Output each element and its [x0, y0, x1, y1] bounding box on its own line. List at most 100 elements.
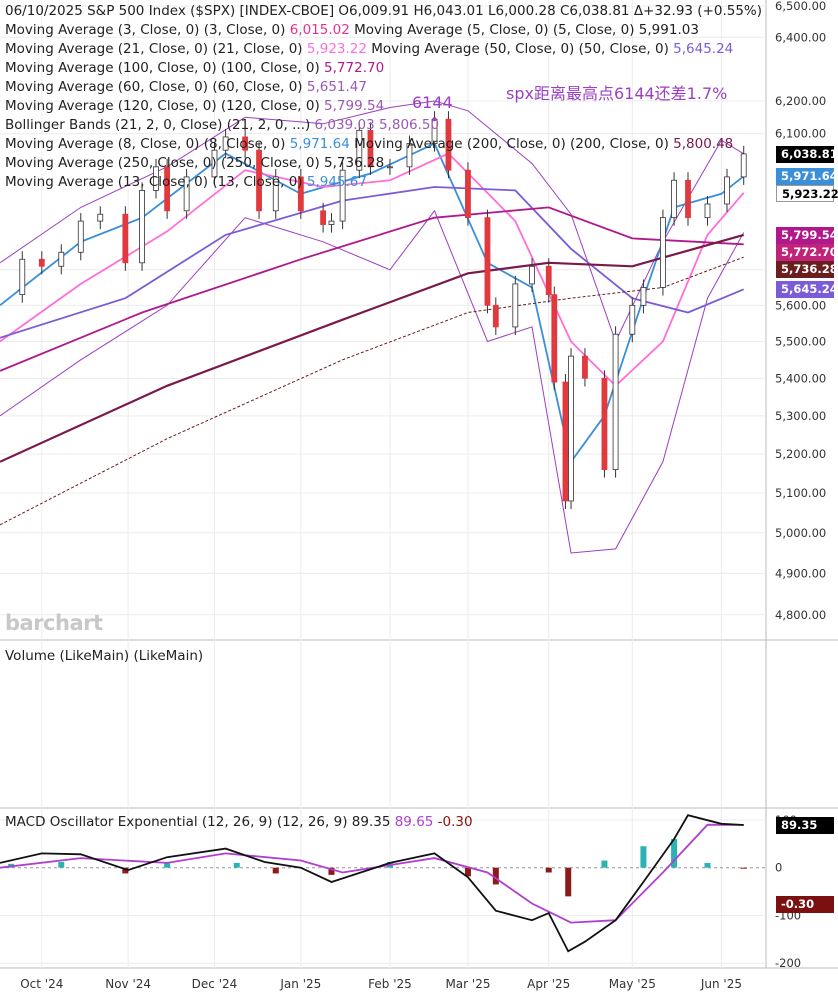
- candle-body: [551, 294, 558, 383]
- legend-value: 5,991.03: [638, 22, 699, 38]
- legend-value: 5,645.24: [673, 41, 734, 57]
- candle-body: [685, 179, 691, 219]
- legend-value: 5,800.48: [673, 136, 734, 152]
- x-tick-label: Dec '24: [192, 977, 238, 991]
- x-tick-label: Jun '25: [700, 977, 742, 991]
- candle-body: [297, 176, 304, 212]
- legend-label: Moving Average (120, Close, 0) (120, Clo…: [5, 98, 325, 114]
- legend-row: Bollinger Bands (21, 2, 0, Close) (21, 2…: [5, 116, 439, 134]
- price-tick-label: 4,800.00: [775, 608, 826, 622]
- legend-label: Moving Average (60, Close, 0) (60, Close…: [5, 79, 307, 95]
- peak-annotation: 6144: [412, 93, 453, 112]
- legend-label: Moving Average (21, Close, 0) (21, Close…: [5, 41, 307, 57]
- moving-average-line: [0, 233, 744, 463]
- macd-tick-label: -200: [775, 956, 801, 970]
- candle-body: [492, 304, 499, 328]
- candle-body: [629, 304, 636, 335]
- high-value: H6,043.01: [413, 3, 484, 19]
- price-tag: 5,772.70: [776, 244, 838, 262]
- candle-body: [97, 213, 104, 222]
- price-tick-label: 5,200.00: [775, 447, 826, 461]
- candle-body: [328, 220, 335, 225]
- macd-histogram-bar: [492, 867, 499, 885]
- bollinger-upper-line: [0, 100, 744, 343]
- symbol-label: 06/10/2025 S&P 500 Index ($SPX) [INDEX-C…: [5, 3, 335, 19]
- price-tag: 5,645.24: [776, 281, 838, 299]
- legend-label: Moving Average (13, Close, 0) (13, Close…: [5, 174, 307, 190]
- price-tick-label: 5,400.00: [775, 371, 826, 385]
- candle-body: [183, 176, 190, 212]
- macd-histogram-bar: [328, 867, 335, 875]
- candle-body: [568, 355, 574, 502]
- legend-row: Moving Average (100, Close, 0) (100, Clo…: [5, 59, 384, 77]
- close-value: C6,038.81: [559, 3, 630, 19]
- candle-body: [139, 189, 145, 264]
- price-tag: 6,038.81: [776, 145, 838, 163]
- candle-body: [242, 136, 249, 151]
- macd-histogram-bar: [233, 862, 240, 868]
- x-tick-label: Jan '25: [279, 977, 321, 991]
- change-value: Δ+32.93 (+0.55%): [633, 3, 763, 19]
- candle-body: [211, 149, 218, 178]
- candle-body: [704, 203, 711, 219]
- legend-row: Moving Average (8, Close, 0) (8, Close, …: [5, 135, 733, 153]
- legend-value: 5,945.67: [306, 174, 367, 190]
- price-tick-label: 5,300.00: [775, 409, 826, 423]
- candle-body: [367, 129, 374, 168]
- moving-average-line: [0, 186, 745, 339]
- candle-body: [582, 355, 588, 379]
- candle-body: [164, 166, 171, 212]
- x-tick-label: Oct '24: [20, 977, 63, 991]
- macd-histogram-bar: [740, 867, 747, 869]
- legend-label: Moving Average (3, Close, 0) (3, Close, …: [5, 22, 290, 38]
- legend-value: 5,971.64: [289, 136, 350, 152]
- barchart-watermark: barchart: [5, 611, 103, 635]
- candle-body: [660, 217, 666, 288]
- price-tick-label: 6,200.00: [775, 94, 826, 108]
- macd-histogram-bar: [565, 867, 572, 897]
- candle-body: [122, 213, 129, 264]
- candle-body: [640, 287, 647, 306]
- candle-body: [465, 169, 471, 219]
- candle-body: [484, 217, 491, 306]
- legend-label: Moving Average (5, Close, 0) (5, Close, …: [349, 22, 639, 38]
- macd-tag: 89.35: [776, 817, 834, 835]
- legend-value: 5,736.28: [324, 155, 385, 171]
- signal-line: [0, 823, 744, 924]
- macd-tag: -0.30: [776, 895, 834, 913]
- candle-body: [562, 381, 569, 502]
- macd-histogram-bar: [704, 862, 711, 868]
- note-annotation: spx距离最高点6144还差1.7%: [506, 84, 728, 103]
- annotation-marker: [432, 117, 437, 122]
- candle-body: [339, 169, 346, 222]
- hist-value: -0.30: [437, 814, 473, 830]
- price-tick-label: 6,100.00: [775, 127, 826, 141]
- candle-body: [58, 251, 65, 267]
- macd-histogram-bar: [464, 867, 471, 877]
- legend-value: 5,806.50: [378, 117, 440, 133]
- header-line: 06/10/2025 S&P 500 Index ($SPX) [INDEX-C…: [5, 2, 762, 20]
- macd-histogram-bar: [164, 862, 171, 868]
- candle-body: [671, 179, 677, 219]
- macd-histogram-bar: [58, 861, 65, 868]
- candle-body: [19, 258, 26, 296]
- macd-histogram-bar: [122, 867, 129, 874]
- legend-row: Moving Average (3, Close, 0) (3, Close, …: [5, 21, 699, 39]
- candle-body: [256, 149, 262, 212]
- price-tick-label: 6,500.00: [775, 0, 826, 13]
- legend-row: Moving Average (60, Close, 0) (60, Close…: [5, 78, 367, 96]
- price-tick-label: 5,600.00: [775, 298, 826, 312]
- price-tag: 5,799.54: [776, 227, 838, 245]
- candle-body: [740, 153, 747, 178]
- macd-histogram-bar: [272, 867, 279, 874]
- macd-histogram-bar: [671, 839, 678, 868]
- price-tag: 5,736.28: [776, 261, 838, 279]
- price-tick-label: 4,900.00: [775, 566, 826, 580]
- legend-label: Bollinger Bands (21, 2, 0, Close) (21, 2…: [5, 117, 315, 133]
- moving-average-line: [0, 206, 744, 372]
- legend-value: 5,772.70: [324, 60, 385, 76]
- volume-pane-title: Volume (LikeMain) (LikeMain): [5, 648, 204, 664]
- legend-label: Moving Average (100, Close, 0) (100, Clo…: [5, 60, 325, 76]
- legend-label: Moving Average (50, Close, 0) (50, Close…: [366, 41, 674, 57]
